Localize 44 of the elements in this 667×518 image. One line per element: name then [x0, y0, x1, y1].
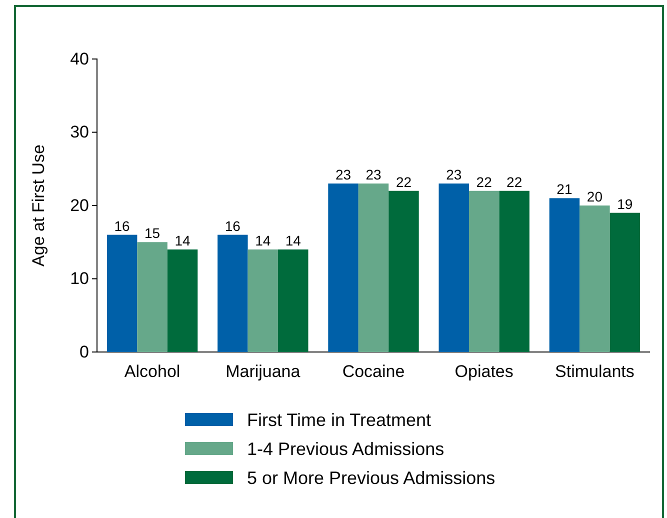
data-label: 22 [506, 174, 522, 190]
bar [248, 249, 278, 352]
bar [499, 190, 530, 352]
y-tick-label: 20 [70, 196, 89, 215]
y-tick-label: 10 [70, 269, 89, 288]
data-label: 16 [114, 218, 130, 234]
data-label: 22 [396, 174, 412, 190]
legend-label: 5 or More Previous Admissions [247, 468, 496, 488]
data-label: 22 [476, 174, 492, 190]
bar [438, 184, 469, 352]
data-label: 20 [586, 188, 603, 204]
data-label: 23 [366, 166, 382, 183]
x-tick-label: Opiates [454, 362, 514, 382]
bar [278, 249, 308, 352]
bar [580, 206, 610, 352]
bar [137, 242, 168, 352]
bar [468, 190, 500, 352]
data-label: 16 [224, 218, 241, 234]
x-tick-label: Stimulants [555, 362, 634, 382]
bar [549, 198, 580, 352]
data-label: 19 [617, 196, 633, 212]
y-tick-label: 0 [80, 342, 89, 362]
data-label: 14 [255, 232, 271, 248]
bar [167, 249, 198, 352]
bar [218, 234, 248, 352]
bar [358, 184, 389, 352]
data-label: 15 [144, 225, 160, 242]
x-tick-label: Marijuana [226, 362, 301, 382]
y-tick-label: 30 [70, 122, 89, 142]
legend-label: 1-4 Previous Admissions [247, 439, 444, 459]
x-tick-label: Cocaine [342, 362, 405, 382]
y-axis-title: Age at First Use [29, 144, 48, 266]
bar [388, 190, 419, 352]
data-label: 21 [556, 181, 572, 198]
data-label: 14 [285, 232, 302, 248]
bar [610, 212, 640, 352]
legend-label: First Time in Treatment [247, 410, 432, 430]
data-label: 23 [335, 166, 352, 183]
data-label: 23 [446, 166, 462, 183]
bar [328, 184, 358, 352]
data-label: 14 [174, 232, 191, 248]
bar [106, 234, 138, 352]
y-tick-label: 40 [70, 49, 89, 68]
x-tick-label: Alcohol [124, 362, 180, 382]
